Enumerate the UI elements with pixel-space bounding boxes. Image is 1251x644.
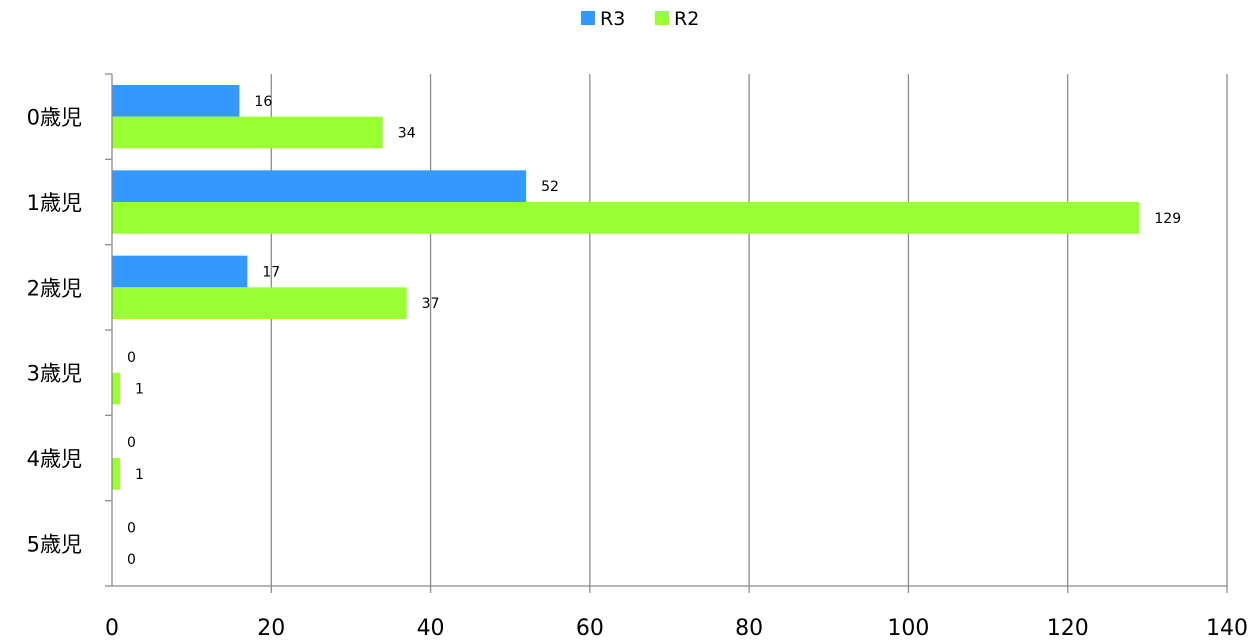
bar-r2: [112, 458, 120, 490]
data-label: 37: [422, 296, 440, 312]
bars: [112, 85, 1140, 490]
bar-r2: [112, 116, 383, 149]
category-labels: 0歳児 1歳児 2歳児 3歳児 4歳児 5歳児: [27, 106, 82, 557]
data-label: 52: [541, 179, 559, 195]
data-label: 17: [262, 265, 280, 281]
category-label: 2歳児: [27, 276, 82, 300]
x-axis-tick-labels: 0 20 40 60 80 100 120 140: [105, 616, 1248, 641]
data-label: 16: [254, 94, 272, 110]
legend-swatch-r2: [655, 11, 669, 25]
category-label: 4歳児: [27, 447, 82, 471]
data-label: 0: [127, 350, 136, 366]
x-tick-label: 120: [1047, 616, 1089, 641]
data-label: 34: [398, 126, 416, 142]
bar-r2: [112, 202, 1140, 234]
x-tick-label: 140: [1206, 616, 1248, 641]
x-tick-label: 80: [735, 616, 763, 641]
data-label: 1: [135, 467, 144, 483]
data-label: 0: [127, 521, 136, 537]
data-label: 129: [1154, 211, 1181, 227]
x-tick-label: 60: [576, 616, 604, 641]
legend-label-r2: R2: [674, 8, 699, 30]
data-label: 0: [127, 435, 136, 451]
x-tick-label: 0: [105, 616, 119, 641]
bar-r3: [112, 255, 248, 288]
data-labels: 16 34 52 129 17 37 0 1 0 1 0 0: [127, 94, 1181, 568]
x-tick-label: 20: [257, 616, 285, 641]
gridlines: [270, 74, 1228, 593]
category-label: 1歳児: [27, 191, 82, 215]
category-label: 3歳児: [27, 362, 82, 386]
legend-label-r3: R3: [600, 8, 625, 30]
axes: [105, 73, 1227, 587]
bar-r3: [112, 85, 240, 117]
category-label: 5歳児: [27, 532, 82, 556]
category-label: 0歳児: [27, 106, 82, 130]
bar-r3: [112, 170, 527, 202]
data-label: 0: [127, 552, 136, 568]
bar-r2: [112, 372, 120, 405]
bar-r2: [112, 287, 407, 319]
legend-swatch-r3: [581, 11, 595, 25]
x-tick-label: 40: [417, 616, 445, 641]
data-label: 1: [135, 382, 144, 398]
legend: R3 R2: [581, 8, 699, 30]
x-tick-label: 100: [887, 616, 929, 641]
